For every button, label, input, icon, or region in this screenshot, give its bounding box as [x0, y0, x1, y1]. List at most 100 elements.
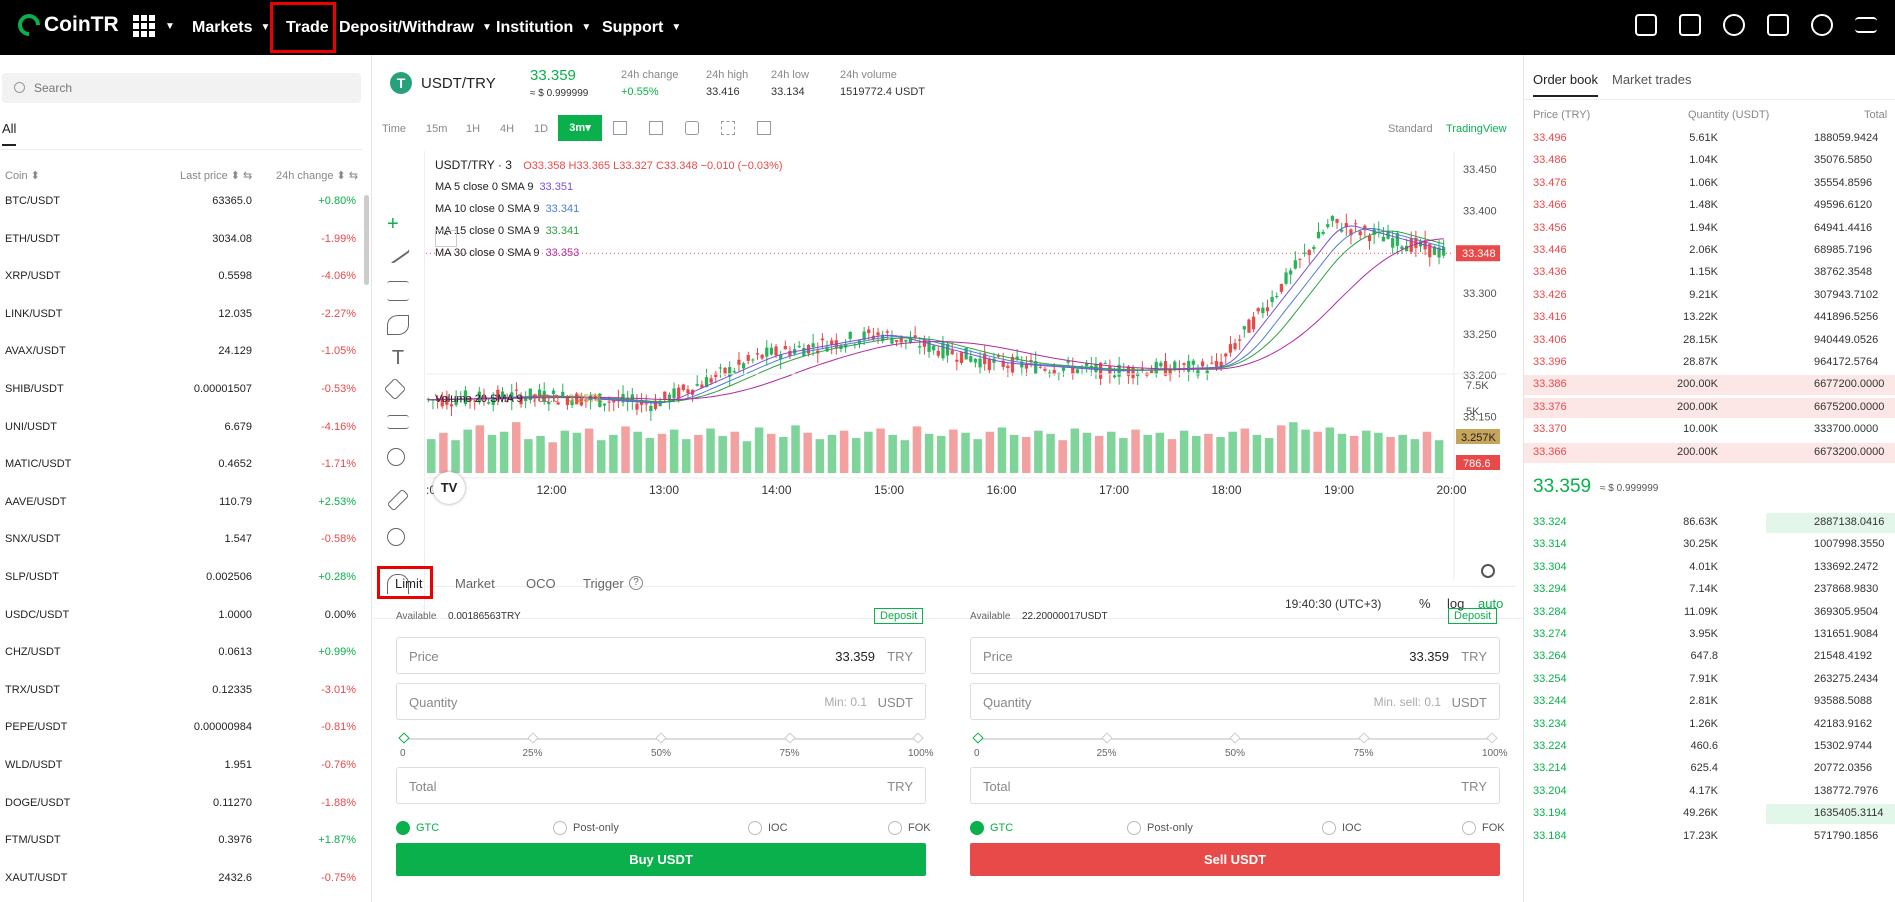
table-row[interactable]: TRX/USDT 0.12335 -3.01% — [0, 674, 362, 711]
orderbook-row[interactable]: 33.376 200.00K 6675200.0000 — [1524, 397, 1895, 419]
table-row[interactable]: LINK/USDT 12.035 -2.27% — [0, 298, 362, 335]
table-row[interactable]: FTM/USDT 0.3976 +1.87% — [0, 824, 362, 861]
orderbook-row[interactable]: 33.486 1.04K 35076.5850 — [1533, 154, 1873, 167]
magnet-icon[interactable] — [387, 574, 409, 594]
buy-submit-button[interactable]: Buy USDT — [396, 843, 926, 876]
nav-markets[interactable]: Markets ▼ — [192, 18, 271, 36]
table-row[interactable]: AVAX/USDT 24.129 -1.05% — [0, 335, 362, 372]
deposit-button[interactable]: Deposit — [1448, 608, 1498, 624]
fib-icon[interactable] — [387, 281, 409, 301]
tab-order-book[interactable]: Order book — [1533, 72, 1599, 97]
orderbook-row[interactable]: 33.214 625.4 20772.0356 — [1533, 762, 1873, 775]
table-row[interactable]: BTC/USDT 63365.0 +0.80% — [0, 185, 362, 222]
orderbook-row[interactable]: 33.244 2.81K 93588.5088 — [1533, 695, 1873, 708]
search-input[interactable]: Search — [2, 73, 361, 103]
coin-column-header[interactable]: Coin ⬍ — [5, 170, 40, 182]
orderbook-row[interactable]: 33.456 1.94K 64941.4416 — [1533, 221, 1873, 234]
text-icon[interactable]: T — [391, 347, 405, 369]
table-row[interactable]: SLP/USDT 0.002506 +0.28% — [0, 561, 362, 598]
orderbook-row[interactable]: 33.204 4.17K 138772.7976 — [1533, 784, 1879, 797]
slider-step[interactable] — [972, 732, 984, 744]
table-row[interactable]: SNX/USDT 1.547 -0.58% — [0, 523, 362, 560]
interval-time[interactable]: Time — [382, 123, 407, 135]
mobile-icon[interactable] — [1767, 14, 1789, 36]
fullscreen-icon[interactable] — [721, 121, 735, 135]
orderbook-row[interactable]: 33.294 7.14K 237868.9830 — [1533, 583, 1879, 596]
globe-icon[interactable] — [1811, 14, 1833, 36]
trash-icon[interactable] — [757, 121, 771, 135]
wallet-icon[interactable] — [1635, 14, 1657, 36]
auto-scale-toggle[interactable]: auto — [1478, 596, 1504, 611]
price-chart[interactable]: 33.45033.40033.35033.30033.25033.20033.1… — [426, 151, 1506, 591]
price-input[interactable]: Price 33.359 TRY — [970, 637, 1500, 674]
tif-fok[interactable]: FOK — [1462, 821, 1505, 835]
orderbook-row[interactable]: 33.184 17.23K 571790.1856 — [1533, 829, 1879, 842]
orderbook-row[interactable]: 33.264 647.8 21548.4192 — [1533, 650, 1873, 663]
tif-gtc[interactable]: GTC — [970, 821, 1013, 835]
nav-trade[interactable]: Trade — [286, 18, 329, 36]
slider-step[interactable] — [1357, 732, 1370, 744]
orderbook-row[interactable]: 33.496 5.61K 188059.9424 — [1533, 132, 1879, 144]
slider-step[interactable] — [526, 732, 539, 744]
order-type-trigger[interactable]: Trigger — [583, 576, 624, 591]
table-row[interactable]: XAUT/USDT 2432.6 -0.75% — [0, 862, 362, 899]
cointr-logo[interactable]: CoinTR — [13, 9, 119, 41]
orderbook-row[interactable]: 33.274 3.95K 131651.9084 — [1533, 628, 1879, 640]
orderbook-row[interactable]: 33.370 10.00K 333700.0000 — [1533, 423, 1879, 436]
tab-all[interactable]: All — [2, 121, 17, 146]
table-row[interactable]: MATIC/USDT 0.4652 -1.71% — [0, 448, 362, 485]
orderbook-row[interactable]: 33.234 1.26K 42183.9162 — [1533, 717, 1873, 730]
help-icon[interactable]: ? — [629, 576, 643, 590]
quantity-input[interactable]: Quantity Min. sell: 0.1 USDT — [970, 683, 1500, 720]
orderbook-row[interactable]: 33.224 460.6 15302.9744 — [1533, 740, 1873, 752]
orders-icon[interactable] — [1679, 14, 1701, 36]
ruler-icon[interactable] — [386, 488, 410, 512]
orderbook-row[interactable]: 33.446 2.06K 68985.7196 — [1533, 244, 1873, 256]
tif-post-only[interactable]: Post-only — [553, 821, 619, 835]
orderbook-row[interactable]: 33.406 28.15K 940449.0526 — [1533, 333, 1879, 346]
slider-step[interactable] — [783, 732, 796, 744]
tab-market-trades[interactable]: Market trades — [1612, 72, 1692, 87]
trendline-icon[interactable] — [385, 241, 411, 265]
user-icon[interactable] — [1723, 14, 1745, 36]
order-type-market[interactable]: Market — [455, 576, 495, 591]
interval-3m-button[interactable]: 3m▾ — [558, 115, 602, 141]
quantity-input[interactable]: Quantity Min: 0.1 USDT — [396, 683, 926, 720]
tif-post-only[interactable]: Post-only — [1127, 821, 1193, 835]
pattern-icon[interactable] — [383, 377, 407, 401]
log-scale-toggle[interactable]: log — [1447, 596, 1465, 611]
orderbook-row[interactable]: 33.304 4.01K 133692.2472 — [1533, 560, 1879, 573]
slider-step[interactable] — [398, 732, 410, 744]
price-input[interactable]: Price 33.359 TRY — [396, 637, 926, 674]
orderbook-row[interactable]: 33.436 1.15K 38762.3548 — [1533, 266, 1873, 279]
table-row[interactable]: ETH/USDT 3034.08 -1.99% — [0, 223, 362, 260]
collapse-legend-button[interactable]: ⌃ — [435, 230, 457, 247]
percent-scale-toggle[interactable]: % — [1419, 596, 1431, 611]
orderbook-row[interactable]: 33.324 86.63K 2887138.0416 — [1524, 512, 1895, 534]
table-row[interactable]: USDC/USDT 1.0000 0.00% — [0, 599, 362, 636]
change-column-header[interactable]: 24h change ⬍ ⇆ — [276, 170, 359, 182]
slider-step[interactable] — [1229, 732, 1241, 744]
chart-settings-icon[interactable] — [1481, 564, 1495, 578]
nav-support[interactable]: Support ▼ — [602, 18, 682, 36]
tif-gtc[interactable]: GTC — [396, 821, 439, 835]
menu-icon[interactable] — [1855, 17, 1877, 33]
tif-ioc[interactable]: IOC — [748, 821, 788, 835]
brush-icon[interactable] — [387, 315, 409, 335]
slider-step[interactable] — [912, 732, 924, 744]
standard-view-toggle[interactable]: Standard — [1388, 123, 1433, 135]
zoom-icon[interactable] — [387, 528, 405, 546]
scrollbar[interactable] — [364, 195, 369, 285]
orderbook-row[interactable]: 33.284 11.09K 369305.9504 — [1533, 605, 1879, 618]
interval-4h[interactable]: 4H — [500, 123, 515, 135]
interval-1d[interactable]: 1D — [534, 123, 549, 135]
orderbook-row[interactable]: 33.426 9.21K 307943.7102 — [1533, 288, 1879, 301]
last-price-column-header[interactable]: Last price ⬍ ⇆ — [180, 170, 253, 182]
orderbook-row[interactable]: 33.466 1.48K 49596.6120 — [1533, 199, 1873, 212]
camera-icon[interactable] — [685, 121, 699, 135]
apps-menu-button[interactable]: ▼ — [133, 15, 175, 37]
table-row[interactable]: AAVE/USDT 110.79 +2.53% — [0, 486, 362, 523]
order-type-limit[interactable]: Limit — [395, 576, 423, 591]
indicators-icon[interactable] — [613, 121, 627, 135]
orderbook-row[interactable]: 33.194 49.26K 1635405.3114 — [1524, 803, 1895, 825]
